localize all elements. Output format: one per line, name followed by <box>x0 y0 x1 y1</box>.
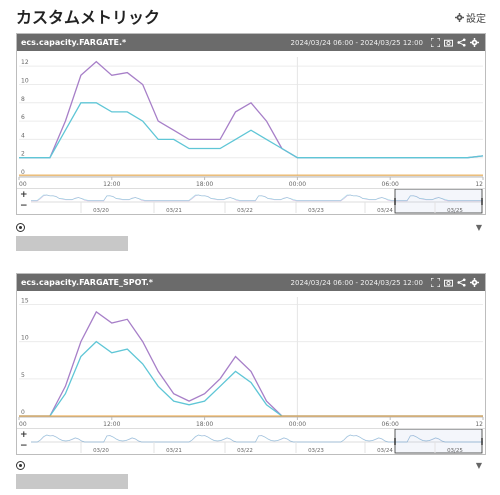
x-tick-label: 00:00 <box>289 421 306 428</box>
settings-gear-icon[interactable] <box>468 276 481 289</box>
settings-gear-icon[interactable] <box>468 36 481 49</box>
time-range: 2024/03/24 06:00 - 2024/03/25 12:00 <box>290 38 423 47</box>
settings-label: 設定 <box>466 14 486 25</box>
navigator-tick-label: 03/25 <box>447 448 463 454</box>
zoom-out-button[interactable]: − <box>20 201 28 211</box>
time-range: 2024/03/24 06:00 - 2024/03/25 12:00 <box>290 278 423 287</box>
y-tick-label: 4 <box>21 132 25 139</box>
x-tick-label: 06:00 <box>382 421 399 428</box>
panel-title: ecs.capacity.FARGATE_SPOT.* <box>21 278 153 287</box>
chart-area[interactable]: 0 2 4 6 8 10 12 00 12:00 18:00 00:00 06:00 12 <box>17 51 485 188</box>
x-tick-label: 00:00 <box>289 181 306 188</box>
navigator-tick-label: 03/21 <box>166 208 182 214</box>
panel-header: ecs.capacity.FARGATE.* 2024/03/24 06:00 … <box>17 34 485 51</box>
y-tick-label: 10 <box>21 335 29 342</box>
y-tick-label: 15 <box>21 297 29 304</box>
legend-placeholder <box>16 474 128 489</box>
series-line-2 <box>19 102 484 159</box>
radio-icon[interactable] <box>16 461 25 470</box>
page-title: カスタムメトリック <box>16 8 161 27</box>
y-tick-label: 5 <box>21 372 25 379</box>
y-tick-label: 6 <box>21 114 25 121</box>
panel-footer: ▼ <box>16 223 484 235</box>
radio-icon[interactable] <box>16 223 25 232</box>
y-tick-label: 2 <box>21 151 25 158</box>
panel-footer: ▼ <box>16 461 484 473</box>
navigator[interactable]: + − 03/20 03/21 03/22 03/23 03/24 03/25 <box>17 428 485 454</box>
navigator-tick-label: 03/21 <box>166 448 182 454</box>
navigator-tick-label: 03/22 <box>237 208 253 214</box>
x-tick-label: 06:00 <box>382 181 399 188</box>
legend-placeholder <box>16 236 128 251</box>
x-tick-label: 00 <box>19 181 27 188</box>
navigator-selection <box>394 429 483 454</box>
line-chart[interactable]: 0 2 4 6 8 10 12 00 12:00 18:00 00:00 06:00 12 <box>17 51 485 188</box>
x-tick-label: 12:00 <box>103 181 120 188</box>
x-tick-label: 12 <box>475 421 483 428</box>
y-tick-label: 0 <box>21 409 25 416</box>
navigator-tick-label: 03/24 <box>377 448 393 454</box>
y-tick-label: 10 <box>21 77 29 84</box>
y-tick-label: 12 <box>21 59 29 66</box>
navigator-selection <box>394 189 483 214</box>
gear-icon <box>455 13 464 22</box>
x-tick-label: 18:00 <box>196 421 213 428</box>
navigator-tick-label: 03/23 <box>308 208 324 214</box>
metric-panel-fargate: ecs.capacity.FARGATE.* 2024/03/24 06:00 … <box>16 33 486 215</box>
series-line-1 <box>19 60 484 159</box>
x-tick-label: 12:00 <box>103 421 120 428</box>
x-tick-label: 00 <box>19 421 27 428</box>
share-icon[interactable] <box>455 276 468 289</box>
share-icon[interactable] <box>455 36 468 49</box>
panel-header: ecs.capacity.FARGATE_SPOT.* 2024/03/24 0… <box>17 274 485 291</box>
navigator-tick-label: 03/20 <box>93 208 109 214</box>
navigator-tick-label: 03/23 <box>308 448 324 454</box>
navigator-series-2 <box>31 434 483 443</box>
navigator-tick-label: 03/20 <box>93 448 109 454</box>
y-tick-label: 8 <box>21 96 25 103</box>
zoom-out-button[interactable]: − <box>20 441 28 451</box>
line-chart[interactable]: 0 5 10 15 00 12:00 18:00 00:00 06:00 12 <box>17 291 485 428</box>
navigator-series-2 <box>31 194 483 201</box>
series-line-1 <box>19 310 483 417</box>
navigator-tick-label: 03/24 <box>377 208 393 214</box>
zoom-in-button[interactable]: + <box>20 430 28 440</box>
caret-down-icon[interactable]: ▼ <box>475 461 482 470</box>
navigator-chart[interactable]: 03/20 03/21 03/22 03/23 03/24 03/25 <box>17 189 485 214</box>
panel-title: ecs.capacity.FARGATE.* <box>21 38 127 47</box>
navigator-tick-label: 03/25 <box>447 208 463 214</box>
camera-icon[interactable] <box>442 276 455 289</box>
metric-panel-fargate-spot: ecs.capacity.FARGATE_SPOT.* 2024/03/24 0… <box>16 273 486 455</box>
navigator-chart[interactable]: 03/20 03/21 03/22 03/23 03/24 03/25 <box>17 429 485 454</box>
caret-down-icon[interactable]: ▼ <box>475 223 482 232</box>
settings-button[interactable]: 設定 <box>455 10 486 25</box>
chart-area[interactable]: 0 5 10 15 00 12:00 18:00 00:00 06:00 12 <box>17 291 485 428</box>
navigator-tick-label: 03/22 <box>237 448 253 454</box>
zoom-in-button[interactable]: + <box>20 190 28 200</box>
fullscreen-icon[interactable] <box>429 36 442 49</box>
fullscreen-icon[interactable] <box>429 276 442 289</box>
camera-icon[interactable] <box>442 36 455 49</box>
y-tick-label: 0 <box>21 169 25 176</box>
x-tick-label: 12 <box>475 181 483 188</box>
navigator[interactable]: + − 03/20 03/21 03/22 03/23 03/24 03/25 <box>17 188 485 214</box>
x-tick-label: 18:00 <box>196 181 213 188</box>
